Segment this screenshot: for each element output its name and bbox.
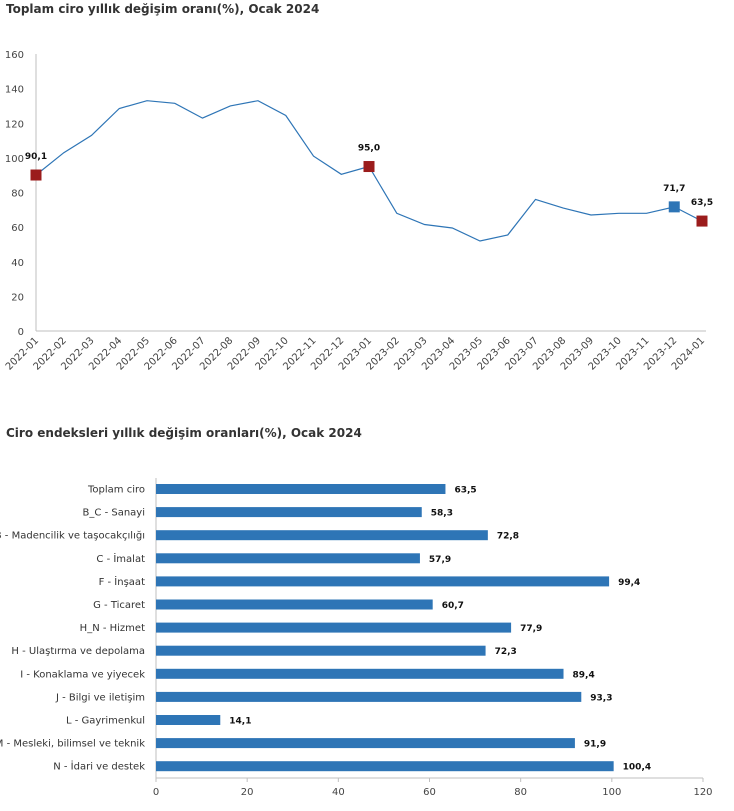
bar-value-label: 57,9 [429,555,451,565]
category-label: F - İnşaat [99,575,145,588]
bar-value-label: 72,3 [495,647,517,657]
bar [156,507,422,518]
category-label: I - Konaklama ve yiyecek [20,669,145,680]
category-label: B - Madencilik ve taşocakçılığı [0,530,145,542]
y-tick-label: 140 [5,85,24,96]
line-chart-title: Toplam ciro yıllık değişim oranı(%), Oca… [6,2,320,16]
bar-value-label: 14,1 [229,717,251,727]
data-label: 63,5 [691,198,713,208]
bar [156,738,575,749]
bar-value-label: 91,9 [584,740,606,750]
line-chart: 0204060801001201401602022-012022-022022-… [4,50,713,373]
y-tick-label: 40 [11,258,24,269]
x-tick-label: 20 [241,787,254,798]
y-tick-label: 120 [5,119,24,130]
data-label: 95,0 [358,144,380,154]
bar [156,530,488,541]
x-tick-label: 40 [332,787,345,798]
category-label: H_N - Hizmet [80,623,145,634]
bar [156,668,564,679]
bar [156,576,610,587]
category-label: G - Ticaret [93,600,145,611]
bar-value-label: 100,4 [623,763,651,773]
category-label: H - Ulaştırma ve depolama [11,646,145,657]
bar-value-label: 89,4 [573,670,595,680]
bar-value-label: 60,7 [442,601,464,611]
bar [156,761,614,772]
bar-value-label: 58,3 [431,509,453,519]
bar [156,484,446,494]
x-tick-label: 0 [153,787,159,798]
highlight-marker [668,201,680,213]
bar [156,553,420,564]
bar-value-label: 72,8 [497,532,519,542]
bar [156,715,221,725]
highlight-marker [30,169,42,181]
x-tick-label: 100 [602,787,621,798]
data-label: 90,1 [25,152,47,162]
category-label: C - İmalat [96,552,145,565]
category-label: M - Mesleki, bilimsel ve teknik [0,739,145,750]
category-label: J - Bilgi ve iletişim [55,692,145,703]
bar [156,599,433,610]
category-label: L - Gayrimenkul [66,716,145,727]
x-tick-label: 80 [514,787,527,798]
bar-chart-title: Ciro endeksleri yıllık değişim oranları(… [6,426,362,440]
y-tick-label: 160 [5,50,24,61]
bar [156,645,486,656]
bar [156,691,582,702]
y-tick-label: 60 [11,223,24,234]
y-tick-label: 80 [11,189,24,200]
bar-value-label: 77,9 [520,624,542,634]
x-tick-label: 60 [423,787,436,798]
bar-value-label: 99,4 [618,578,640,588]
y-tick-label: 20 [11,292,24,303]
y-tick-label: 0 [18,327,24,338]
category-label: B_C - Sanayi [83,508,145,519]
y-tick-label: 100 [5,154,24,165]
bar-value-label: 63,5 [454,486,476,496]
data-label: 71,7 [663,184,685,194]
highlight-marker [696,215,708,227]
category-label: N - İdari ve destek [53,760,145,773]
x-tick-label: 120 [693,787,712,798]
bar [156,622,512,633]
highlight-marker [363,161,375,173]
category-label: Toplam ciro [87,485,145,496]
bar-value-label: 93,3 [590,693,612,703]
